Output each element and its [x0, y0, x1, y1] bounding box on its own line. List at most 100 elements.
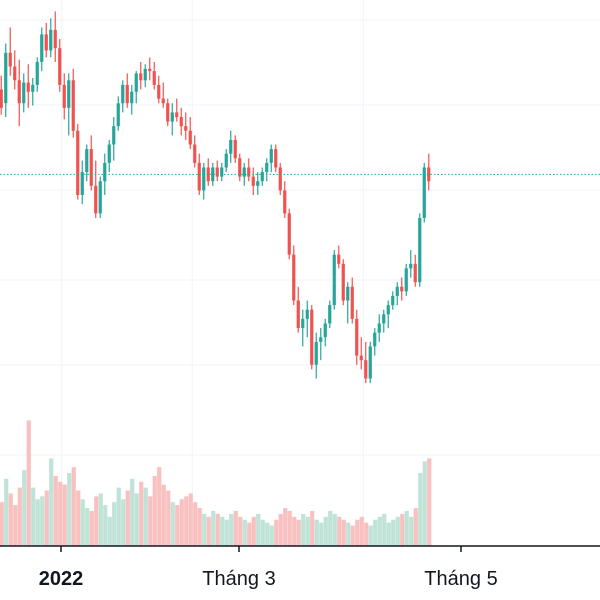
candle [76, 123, 80, 200]
volume-bar [112, 502, 117, 546]
candle [130, 84, 134, 115]
candle [188, 117, 192, 150]
volume-bar [175, 505, 180, 546]
candle-body [224, 153, 228, 168]
candle [377, 314, 381, 342]
candle-body [166, 103, 170, 122]
volume-bar [98, 493, 103, 546]
volume-bar [103, 505, 108, 546]
volume-bar [404, 510, 409, 546]
candle [125, 73, 129, 108]
candle [305, 300, 309, 338]
candle [341, 259, 345, 306]
volume-bar [274, 519, 279, 546]
candle-body [296, 300, 300, 329]
candle-body [170, 112, 174, 122]
volume-bar [247, 522, 252, 546]
candle [418, 213, 422, 287]
volume-bar [359, 516, 364, 546]
volume-bar [265, 522, 270, 546]
candle-body [413, 263, 417, 283]
grid [0, 0, 600, 546]
volume-bar [130, 478, 135, 546]
volume-bar [287, 510, 292, 546]
candle [386, 300, 390, 329]
volume-bar [224, 519, 229, 546]
volume-bar [364, 522, 369, 546]
volume-bar [62, 484, 67, 546]
volume-bar [269, 525, 274, 546]
candle-body [247, 167, 251, 177]
volume-bar [22, 470, 27, 546]
candle-body [121, 84, 125, 104]
candle [98, 176, 102, 218]
candle [17, 59, 21, 127]
candle [328, 300, 332, 329]
candle-body [202, 167, 206, 191]
volume-bars [0, 420, 432, 546]
volume-bar [341, 519, 346, 546]
volume-bar [76, 490, 81, 546]
candle-body [242, 167, 246, 177]
volume-bar [337, 516, 342, 546]
candle [184, 112, 188, 140]
candle [332, 250, 336, 310]
candle [148, 57, 152, 81]
candle [71, 68, 75, 138]
candle [278, 162, 282, 195]
candle-body [206, 167, 210, 182]
candle-body [386, 305, 390, 315]
volume-bar [116, 487, 121, 546]
candle [215, 160, 219, 182]
candle [139, 61, 143, 90]
candle-body [265, 162, 269, 173]
volume-bar [13, 505, 18, 546]
candle-body [287, 213, 291, 255]
candle [422, 162, 426, 223]
candle-body [94, 185, 98, 214]
candle [238, 153, 242, 182]
volume-bar [256, 513, 261, 546]
volume-bar [188, 493, 193, 546]
volume-bar [413, 508, 418, 546]
volume-bar [346, 522, 351, 546]
candle [166, 98, 170, 127]
candle [35, 57, 39, 92]
candle [283, 181, 287, 218]
time-tick-label: 2022 [39, 568, 84, 590]
volume-bar [418, 473, 423, 546]
candle [346, 282, 350, 324]
candle [373, 328, 377, 356]
candle-body [229, 139, 233, 154]
candle [256, 172, 260, 195]
candle [206, 158, 210, 186]
volume-bar [121, 499, 126, 546]
candle-body [220, 167, 224, 177]
candle [89, 135, 93, 191]
volume-bar [215, 513, 220, 546]
candle-body [319, 337, 323, 342]
volume-bar [292, 516, 297, 546]
candle [229, 130, 233, 163]
candle [350, 277, 354, 324]
candle-body [323, 323, 327, 338]
candle-body [13, 66, 17, 81]
candle [323, 318, 327, 347]
candle [26, 64, 30, 108]
volume-bar [260, 519, 265, 546]
candle-body [283, 190, 287, 214]
candle-body [157, 84, 161, 99]
candle-body [278, 167, 282, 191]
volume-bar [8, 493, 13, 546]
volume-bar [242, 519, 247, 546]
candle [233, 135, 237, 163]
volume-bar [170, 502, 175, 546]
volume-bar [166, 490, 171, 546]
candle-body [346, 286, 350, 301]
volume-bar [328, 510, 333, 546]
candle-body [49, 29, 53, 51]
candle [427, 153, 431, 191]
candle [121, 80, 125, 113]
